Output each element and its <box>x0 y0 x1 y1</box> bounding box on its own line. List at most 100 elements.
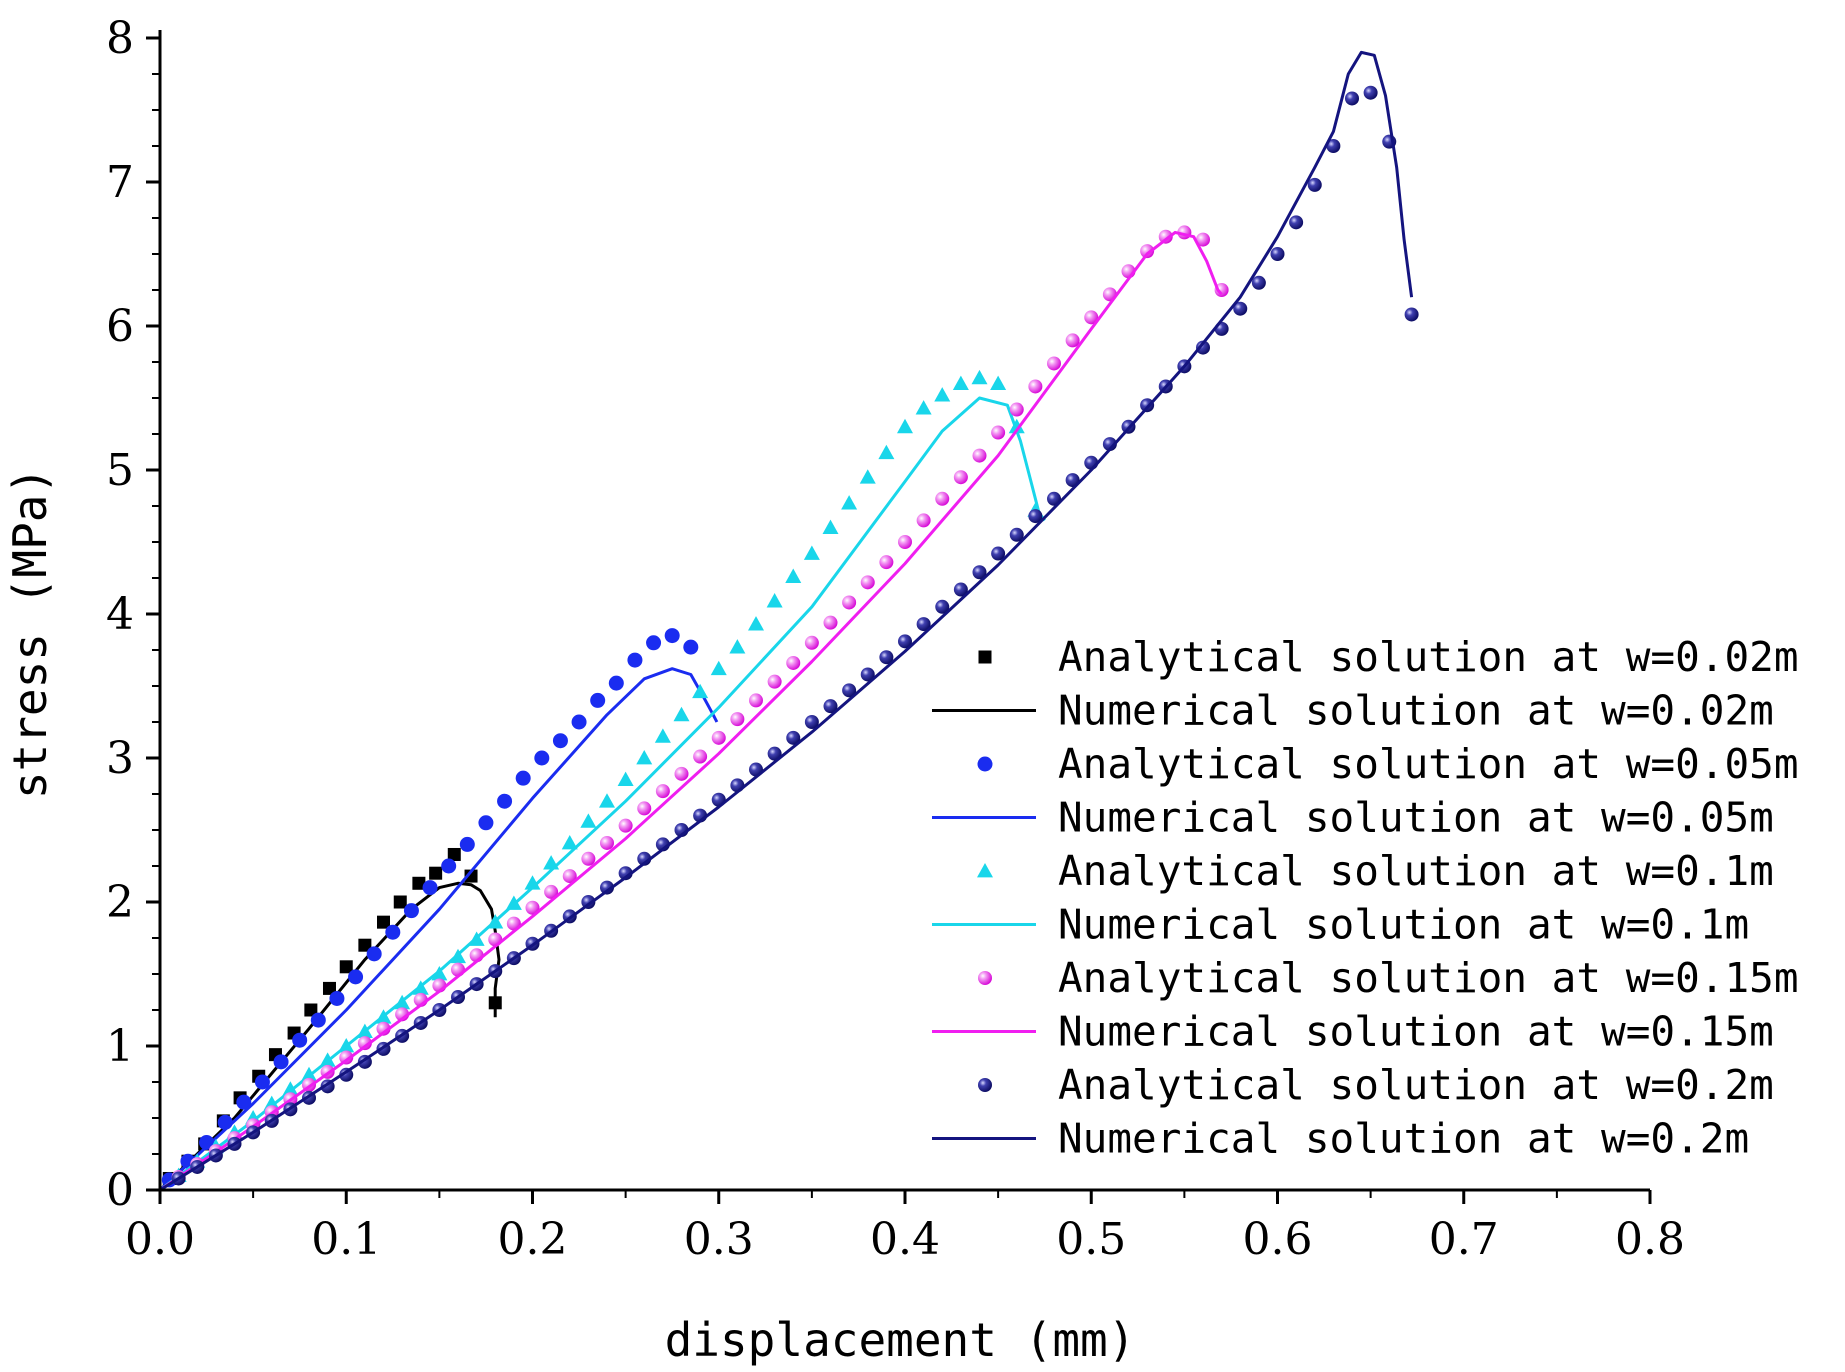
data-point <box>385 924 401 940</box>
data-point <box>627 652 643 668</box>
legend-item: Numerical solution at w=0.2m <box>932 1115 1749 1163</box>
data-point <box>1047 356 1061 371</box>
legend-label: Numerical solution at w=0.02m <box>1058 687 1774 735</box>
legend-item: Analytical solution at w=0.05m <box>977 740 1799 788</box>
legend-item: Numerical solution at w=0.15m <box>932 1008 1774 1056</box>
y-tick-label: 1 <box>106 1021 134 1072</box>
data-point <box>730 712 745 727</box>
data-point <box>600 880 614 895</box>
data-point <box>292 1032 308 1048</box>
data-point <box>767 674 782 689</box>
data-point <box>898 535 912 549</box>
y-axis-title: stress (MPa) <box>3 467 57 799</box>
data-point <box>646 635 662 651</box>
data-point <box>952 375 969 390</box>
data-point <box>823 699 838 714</box>
data-point <box>329 990 345 1006</box>
data-point <box>422 880 438 896</box>
data-point <box>915 400 932 415</box>
data-point <box>348 969 364 985</box>
x-axis-title: displacement (mm) <box>665 1313 1136 1367</box>
data-point <box>358 938 372 952</box>
data-point <box>304 1003 318 1017</box>
series-5 <box>170 369 1044 1182</box>
data-point <box>581 851 596 866</box>
data-point <box>1251 275 1266 290</box>
data-point <box>935 491 950 506</box>
x-tick-label: 0.3 <box>684 1214 754 1265</box>
data-point <box>544 884 559 899</box>
data-point <box>841 495 858 510</box>
data-point <box>561 834 578 850</box>
data-point <box>1233 301 1248 316</box>
data-point <box>1084 310 1099 325</box>
data-point <box>655 784 670 799</box>
x-tick-label: 0.8 <box>1615 1214 1685 1265</box>
y-tick-label: 5 <box>106 445 134 496</box>
data-point <box>953 470 968 485</box>
data-point <box>1009 527 1024 542</box>
data-point <box>339 960 353 974</box>
data-point <box>608 675 624 691</box>
data-point <box>497 793 513 809</box>
y-tick-label: 2 <box>106 877 134 928</box>
data-point <box>860 667 875 682</box>
legend-marker-swatch <box>978 1078 992 1092</box>
data-point <box>1196 232 1210 247</box>
data-point <box>600 835 614 850</box>
series-8 <box>159 230 1223 1192</box>
data-point <box>710 660 727 676</box>
axes-layer: 0.0 0.1 0.2 0.3 0.4 0.5 0.6 0.7 0.8 0 1 2 3 4 5 6 7 8 <box>106 13 1685 1265</box>
data-point <box>618 818 633 833</box>
data-point <box>366 946 382 962</box>
series-layer <box>158 50 1419 1192</box>
data-point <box>748 616 764 631</box>
legend-item: Analytical solution at w=0.15m <box>978 954 1799 1002</box>
data-point <box>1158 229 1173 244</box>
data-point <box>282 1081 299 1096</box>
data-point <box>1008 418 1025 434</box>
data-point <box>729 639 746 654</box>
series-4 <box>158 667 719 1192</box>
x-tick-label: 0.4 <box>870 1214 940 1265</box>
data-point <box>464 869 478 883</box>
data-point <box>1196 340 1210 355</box>
legend-marker-swatch <box>978 650 992 664</box>
legend-label: Numerical solution at w=0.2m <box>1058 1115 1749 1163</box>
data-point <box>1028 509 1043 524</box>
data-point <box>935 599 950 614</box>
data-point <box>786 730 801 745</box>
data-point <box>786 655 801 670</box>
legend-marker-swatch <box>977 863 993 878</box>
data-point <box>971 369 988 385</box>
data-point <box>571 714 587 730</box>
data-point <box>617 771 634 786</box>
legend-label: Analytical solution at w=0.2m <box>1058 1061 1774 1109</box>
data-point <box>674 766 689 781</box>
data-point <box>934 387 951 402</box>
data-point <box>636 750 653 765</box>
data-point <box>972 448 987 463</box>
data-point <box>673 706 690 722</box>
data-point <box>785 568 802 583</box>
data-point <box>1047 491 1061 506</box>
data-point <box>273 1054 289 1070</box>
x-tick-label: 0.7 <box>1429 1214 1499 1265</box>
data-point <box>1270 247 1285 261</box>
data-point <box>766 593 783 608</box>
data-point <box>711 730 726 745</box>
data-point <box>804 715 819 729</box>
data-point <box>431 966 448 981</box>
data-point <box>441 858 457 874</box>
data-point <box>767 746 782 761</box>
series-line <box>158 667 719 1192</box>
data-point <box>749 693 763 708</box>
series-6 <box>159 396 1046 1192</box>
legend-label: Analytical solution at w=0.05m <box>1058 740 1799 788</box>
data-point <box>590 692 606 708</box>
data-point <box>543 855 560 870</box>
data-point <box>580 813 597 828</box>
data-point <box>339 1050 354 1065</box>
y-tick-label: 6 <box>106 301 134 352</box>
